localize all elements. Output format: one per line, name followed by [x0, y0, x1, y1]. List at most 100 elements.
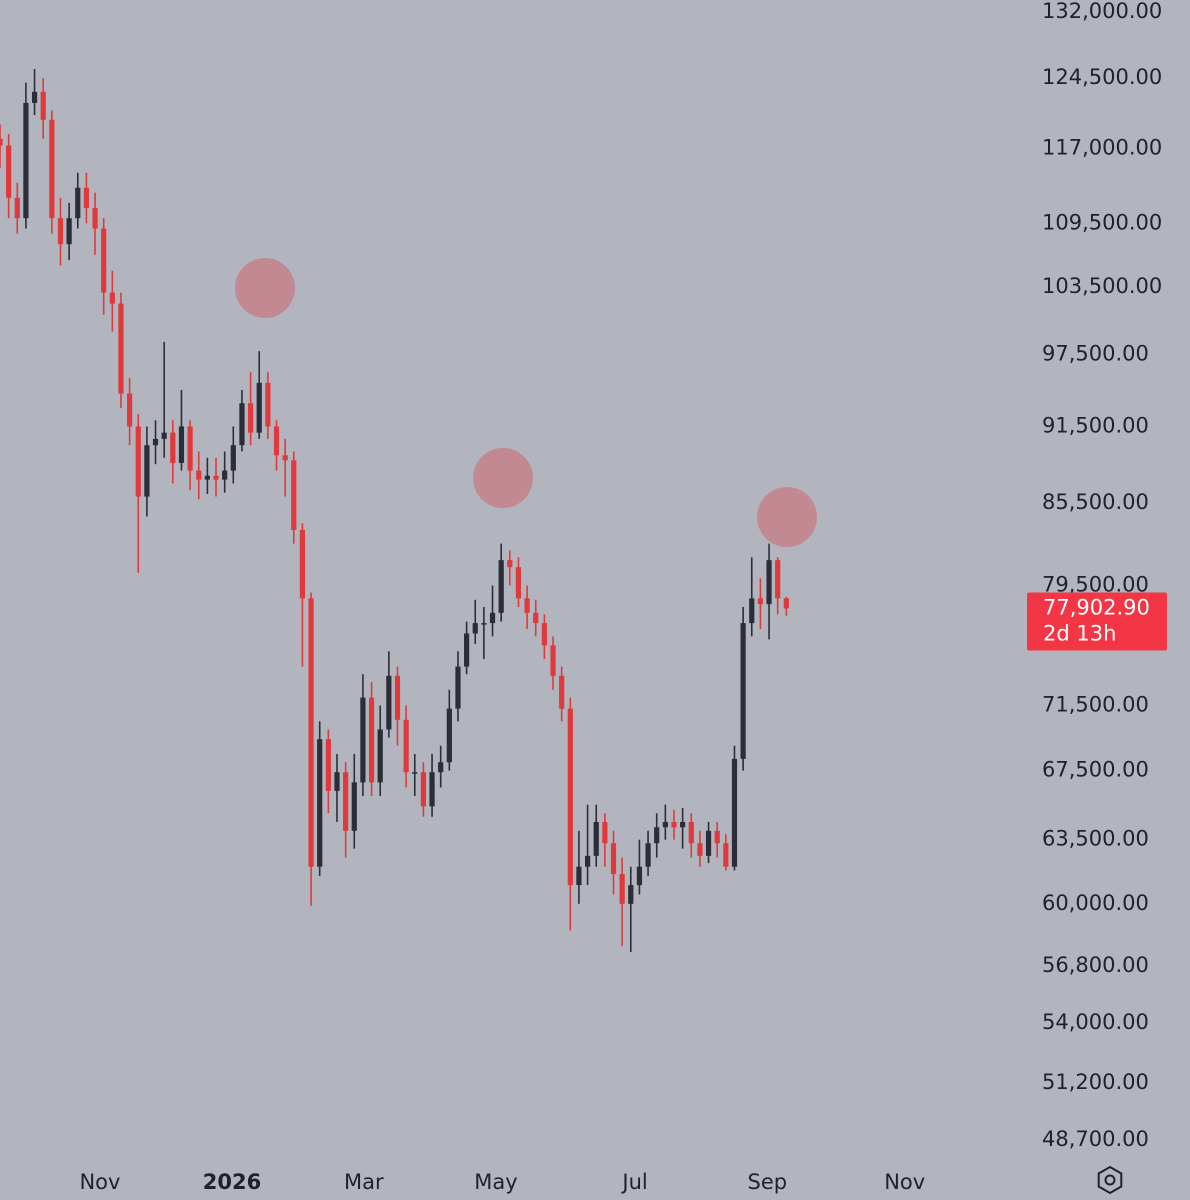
y-tick-label: 109,500.00 — [1042, 210, 1162, 234]
candle-body — [92, 207, 98, 229]
y-tick-label: 117,000.00 — [1042, 135, 1162, 159]
candle-body — [412, 772, 418, 774]
candle-body — [282, 455, 288, 461]
candle-body — [31, 91, 38, 103]
candle-body — [109, 292, 115, 304]
candle-body — [740, 623, 746, 759]
x-tick-label: Sep — [748, 1170, 788, 1194]
candle-body — [6, 145, 12, 198]
candle-body — [152, 438, 159, 446]
candle-body — [524, 598, 530, 613]
candle-body — [343, 772, 349, 831]
x-tick-label: Mar — [344, 1170, 384, 1194]
candle-body — [602, 822, 608, 844]
y-tick-label: 60,000.00 — [1042, 891, 1149, 915]
candle-body — [481, 623, 487, 625]
candle-body — [377, 729, 383, 783]
candle-body — [101, 228, 107, 293]
highlight-circle — [235, 258, 295, 318]
candle-body — [498, 560, 504, 613]
candle-body — [567, 708, 573, 886]
candle-body — [628, 885, 634, 904]
candle-body — [507, 560, 513, 568]
candle-body — [515, 567, 522, 599]
y-tick-label: 67,500.00 — [1042, 758, 1149, 782]
y-tick-label: 56,800.00 — [1042, 953, 1149, 977]
candle-body — [464, 633, 470, 667]
candle-body — [40, 91, 46, 120]
candle-body — [783, 598, 789, 609]
candle-body — [662, 822, 668, 828]
candle-body — [23, 102, 29, 219]
candle-body — [239, 403, 245, 446]
y-tick-label: 85,500.00 — [1042, 490, 1149, 514]
candle-body — [749, 598, 755, 624]
candle-body — [170, 432, 176, 463]
candle-body — [57, 218, 64, 245]
candle-body — [66, 218, 72, 245]
candle-body — [533, 612, 539, 624]
candle-body — [619, 874, 625, 904]
candle-body — [317, 739, 323, 867]
highlight-circle — [757, 487, 817, 547]
candle-body — [636, 866, 643, 886]
candle-body — [196, 470, 202, 480]
settings-icon[interactable] — [1097, 1165, 1123, 1195]
candle-body — [680, 822, 686, 828]
y-tick-label: 97,500.00 — [1042, 342, 1149, 366]
candle-body — [118, 303, 124, 394]
x-tick-label: Jul — [620, 1170, 647, 1194]
y-tick-label: 51,200.00 — [1042, 1070, 1149, 1094]
y-tick-label: 91,500.00 — [1042, 413, 1149, 437]
candle-body — [144, 445, 150, 497]
candle-body — [213, 475, 219, 480]
axes: 132,000.00 124,500.00 117,000.00 109,500.00… — [79, 0, 1167, 1194]
candle-body — [541, 623, 547, 646]
y-tick-label: 54,000.00 — [1042, 1010, 1149, 1034]
candle-body — [584, 855, 591, 867]
highlight-circle — [473, 448, 533, 508]
candle-body — [593, 822, 599, 856]
last-price-label: 77,902.90 — [1043, 595, 1150, 619]
candle-body — [645, 843, 651, 867]
candle-body — [705, 830, 712, 856]
candle-body — [222, 470, 228, 480]
candle-body — [299, 529, 306, 599]
x-tick-label: Nov — [79, 1170, 120, 1194]
candle-body — [325, 739, 331, 791]
y-tick-label: 124,500.00 — [1042, 65, 1162, 89]
countdown-label: 2d 13h — [1043, 621, 1116, 645]
y-tick-label: 103,500.00 — [1042, 274, 1162, 298]
candle-body — [438, 762, 444, 773]
candle-body — [351, 782, 357, 831]
candle-body — [714, 830, 720, 844]
candles — [0, 69, 789, 952]
x-tick-label: Nov — [884, 1170, 925, 1194]
candle-body — [273, 426, 280, 456]
x-tick-label: 2026 — [203, 1170, 261, 1194]
candle-body — [187, 426, 193, 471]
candle-body — [489, 612, 496, 624]
candle-body — [256, 382, 262, 433]
candle-body — [472, 623, 478, 634]
candle-body — [204, 475, 210, 480]
candle-body — [161, 432, 167, 439]
candle-body — [731, 758, 738, 867]
candle-body — [697, 843, 703, 856]
candle-body — [14, 197, 20, 219]
candle-body — [83, 187, 90, 208]
candle-body — [723, 843, 729, 867]
candle-body — [455, 666, 461, 709]
candle-body — [127, 393, 133, 427]
candle-body — [0, 138, 3, 146]
candle-body — [265, 382, 271, 427]
candle-body — [766, 560, 772, 605]
candle-body — [308, 598, 314, 867]
candle-body — [178, 426, 185, 463]
candle-body — [654, 827, 660, 844]
y-tick-label: 48,700.00 — [1042, 1127, 1149, 1151]
candle-body — [610, 843, 617, 875]
candle-body — [75, 187, 81, 219]
candle-body — [368, 697, 375, 783]
candle-body — [247, 403, 254, 433]
